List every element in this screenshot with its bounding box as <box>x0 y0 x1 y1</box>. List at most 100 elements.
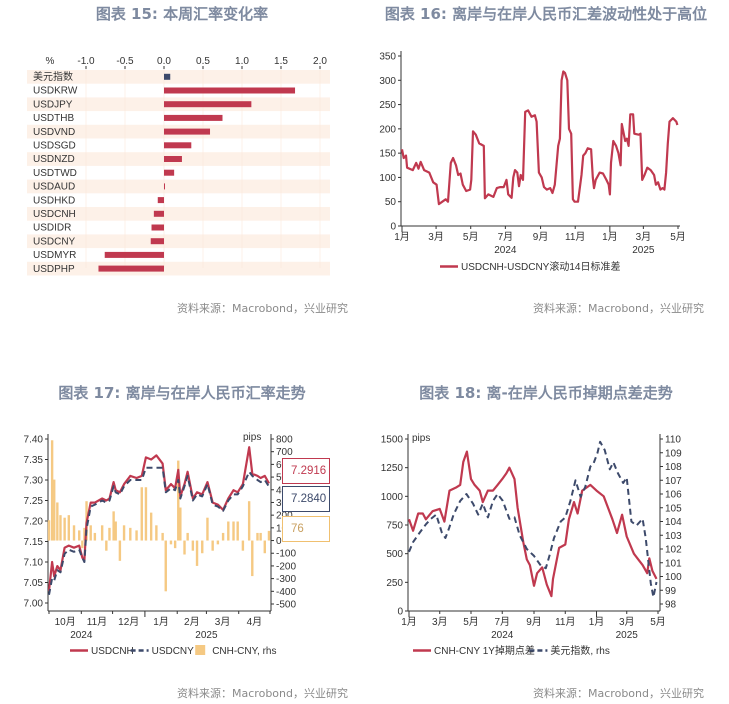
bar-cnh-cny <box>67 515 71 541</box>
year-label: 2025 <box>616 630 639 641</box>
bar-cnh-cny <box>135 530 138 541</box>
legend-label: CNH-CNY, rhs <box>212 646 276 657</box>
bar-cnh-cny <box>144 487 148 541</box>
bar-USDTWD <box>164 169 175 176</box>
x-tick-label: 1.5 <box>274 56 288 67</box>
y2-tick-label: 100 <box>665 572 682 583</box>
category-label: USDSGD <box>33 141 76 152</box>
category-label: USDKRW <box>33 86 78 97</box>
bar-cnh-cny <box>89 525 92 541</box>
bar-cnh-cny <box>105 540 108 551</box>
bar-cnh-cny <box>211 540 214 551</box>
category-label: USDIDR <box>33 223 71 234</box>
bar-cnh-cny <box>232 521 235 541</box>
callout-cnh-cny: 76 <box>282 516 330 542</box>
y2-tick-label: 104 <box>665 517 682 528</box>
x-tick-label: 5月 <box>670 231 686 243</box>
y2-tick-label: 108 <box>665 462 682 473</box>
x-tick-label: 1月 <box>602 231 618 243</box>
series-line-USDCNY <box>48 466 270 595</box>
category-label: USDTHB <box>33 113 74 124</box>
bar-cnh-cny <box>155 525 158 541</box>
category-label: USDMYR <box>33 250 76 261</box>
row-stripe <box>27 207 330 221</box>
bar-cnh-cny <box>186 532 189 541</box>
bar-cnh-cny <box>221 532 225 541</box>
x-tick-label: 12月 <box>118 616 139 628</box>
chart15-source: 资料来源：Macrobond，兴业研究 <box>177 302 348 315</box>
y-tick-label: 350 <box>379 52 396 63</box>
bar-USDHKD <box>157 197 164 204</box>
chart16-title: 图表 16: 离岸与在岸人民币汇差波动性处于高位 <box>384 5 708 23</box>
x-tick-label: 3月 <box>636 231 652 243</box>
category-label: USDPHP <box>33 264 75 275</box>
chart18-title: 图表 18: 离-在岸人民币掉期点差走势 <box>419 384 673 402</box>
x-tick-label: 0.5 <box>196 56 210 67</box>
y2-tick-label: 99 <box>665 586 677 597</box>
y-tick-label: 750 <box>386 521 403 532</box>
y-tick-label: 1500 <box>381 435 404 446</box>
bar-cnh-cny <box>256 532 259 541</box>
x-tick-label: 11月 <box>555 616 575 628</box>
x-tick-label: 3月 <box>215 616 231 628</box>
y2-tick-label: 800 <box>276 435 293 446</box>
bar-cnh-cny <box>227 521 230 541</box>
bar-USDCNY <box>150 238 164 245</box>
bar-cnh-cny <box>114 521 117 541</box>
bar-USDTHB <box>164 114 223 121</box>
row-stripe <box>27 70 330 84</box>
bar-cnh-cny <box>140 487 143 541</box>
chart16-source: 资料来源：Macrobond，兴业研究 <box>533 302 704 315</box>
x-tick-label: 1月 <box>394 231 410 243</box>
bar-cnh-cny <box>78 530 81 541</box>
bar-cnh-cny <box>259 532 262 541</box>
x-tick-label: 5月 <box>650 616 666 628</box>
bar-USDSGD <box>164 142 192 149</box>
y-tick-label: 0 <box>390 222 396 233</box>
category-label: USDNZD <box>33 154 75 165</box>
y2-tick-label: 101 <box>665 558 682 569</box>
bar-cnh-cny <box>100 525 104 541</box>
bar-cnh-cny <box>195 540 199 566</box>
y-tick-label: 1000 <box>381 492 404 503</box>
category-label: USDCNH <box>33 209 76 220</box>
bar-cnh-cny <box>72 525 76 541</box>
y-tick-label: 7.00 <box>24 599 44 610</box>
x-tick-label: 3月 <box>432 616 448 628</box>
bar-cnh-cny <box>81 540 84 549</box>
row-stripe <box>27 261 330 276</box>
bar-cnh-cny <box>164 540 167 592</box>
bar-cnh-cny <box>118 540 122 561</box>
bar-cnh-cny <box>263 540 266 554</box>
y-tick-label: 7.05 <box>24 578 44 589</box>
series-line-美元指数, rhs <box>408 440 658 599</box>
bar-USDIDR <box>151 224 164 231</box>
bar-cnh-cny <box>59 515 62 541</box>
unit-label: % <box>46 56 55 67</box>
y-tick-label: 150 <box>379 149 396 160</box>
y-tick-label: 250 <box>379 100 396 111</box>
y-tick-label: 0 <box>397 607 403 618</box>
bar-cnh-cny <box>179 507 182 541</box>
bar-cnh-cny <box>236 521 239 541</box>
y-tick-label: 7.20 <box>24 517 44 528</box>
y-tick-label: 7.10 <box>24 558 44 569</box>
y2-tick-label: -400 <box>276 587 296 598</box>
year-label: 2025 <box>195 630 218 641</box>
chart18-source: 资料来源：Macrobond，兴业研究 <box>533 687 704 700</box>
bar-USDNZD <box>164 156 182 162</box>
x-tick-label: 7月 <box>498 231 514 243</box>
y2-tick-label: 102 <box>665 545 682 556</box>
y-tick-label: 50 <box>385 197 397 208</box>
callout-usdcnh: 7.2916 <box>282 458 330 484</box>
bar-cnh-cny <box>241 540 245 551</box>
bar-cnh-cny <box>149 512 153 541</box>
bar-cnh-cny <box>83 527 86 541</box>
y-unit-label: pips <box>412 433 430 444</box>
bar-cnh-cny <box>93 532 97 541</box>
y-tick-label: 500 <box>386 549 403 560</box>
y-tick-label: 200 <box>379 124 396 135</box>
bar-USDVND <box>164 128 211 135</box>
bar-cnh-cny <box>201 540 204 554</box>
bar-cnh-cny <box>247 501 251 541</box>
